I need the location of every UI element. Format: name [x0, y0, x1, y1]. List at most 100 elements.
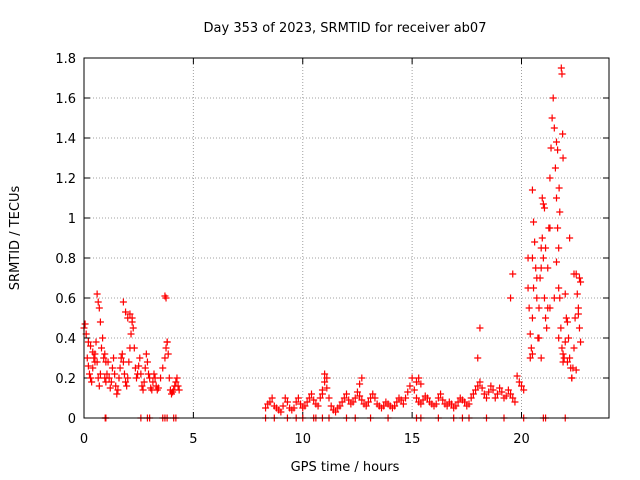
data-point [89, 364, 97, 372]
data-point [165, 374, 173, 382]
chart-title: Day 353 of 2023, SRMTID for receiver ab0… [204, 21, 487, 36]
data-point [571, 314, 579, 322]
data-point [262, 404, 270, 412]
data-point [546, 174, 554, 182]
data-point [164, 350, 172, 358]
data-point [515, 378, 523, 386]
data-point [540, 294, 548, 302]
data-point [105, 374, 113, 382]
data-point [91, 358, 99, 366]
data-point [539, 254, 547, 262]
data-point [362, 402, 370, 410]
data-point [172, 378, 180, 386]
data-point [393, 398, 401, 406]
data-point [294, 394, 302, 402]
x-tick-label: 15 [404, 432, 421, 447]
data-point [558, 70, 566, 78]
data-point [325, 394, 333, 402]
data-point [485, 388, 493, 396]
data-point [87, 342, 95, 350]
data-point [538, 234, 546, 242]
data-point [154, 384, 162, 392]
data-point [575, 274, 583, 282]
data-point [303, 398, 311, 406]
data-point [443, 402, 451, 410]
data-point [555, 334, 563, 342]
data-point [419, 396, 427, 404]
y-tick-label: 1.6 [55, 92, 76, 107]
data-point [526, 330, 534, 338]
data-point [127, 330, 135, 338]
data-point [538, 194, 546, 202]
plot-area-border [83, 57, 610, 419]
data-point [108, 364, 116, 372]
data-point [103, 370, 111, 378]
data-point [559, 130, 567, 138]
data-point [439, 396, 447, 404]
data-point [474, 354, 482, 362]
data-point [99, 334, 107, 342]
data-point [113, 390, 121, 398]
data-point [90, 354, 98, 362]
data-point [408, 374, 416, 382]
data-point [537, 264, 545, 272]
data-point [327, 402, 335, 410]
data-point [369, 390, 377, 398]
data-point [511, 398, 519, 406]
data-point [95, 382, 103, 390]
y-axis-ticks: 0 0.2 0.4 0.6 0.8 1 1.2 1.4 1.6 1.8 [55, 52, 609, 427]
data-point [557, 324, 565, 332]
data-point [570, 344, 578, 352]
data-point [314, 402, 322, 410]
data-point [112, 382, 120, 390]
data-point [437, 390, 445, 398]
data-point [540, 204, 548, 212]
data-point [159, 364, 167, 372]
data-point [173, 374, 181, 382]
data-point [565, 334, 573, 342]
data-point [417, 380, 425, 388]
data-point [356, 380, 364, 388]
y-tick-label: 0.8 [55, 252, 76, 267]
data-point [96, 370, 104, 378]
data-point [557, 64, 565, 72]
x-tick-label: 0 [80, 432, 88, 447]
data-point [128, 318, 136, 326]
data-point [402, 394, 410, 402]
data-point [96, 318, 104, 326]
data-point [406, 382, 414, 390]
data-point [89, 348, 97, 356]
data-point [353, 388, 361, 396]
data-point [533, 274, 541, 282]
data-point [528, 350, 536, 358]
data-point [513, 372, 521, 380]
data-point [83, 354, 91, 362]
data-point [561, 290, 569, 298]
data-point [525, 304, 533, 312]
data-point [476, 324, 484, 332]
data-point [106, 384, 114, 392]
data-point [432, 400, 440, 408]
data-point [487, 382, 495, 390]
data-point [496, 384, 504, 392]
data-point [143, 358, 151, 366]
data-point [120, 370, 128, 378]
data-point [123, 382, 131, 390]
data-point [563, 358, 571, 366]
data-point [336, 402, 344, 410]
data-point [117, 354, 125, 362]
data-point [321, 370, 329, 378]
y-tick-label: 0.6 [55, 292, 76, 307]
data-point [343, 390, 350, 398]
data-point [528, 314, 536, 322]
data-point [570, 270, 578, 278]
data-point [556, 208, 564, 216]
data-point [114, 386, 122, 394]
data-point [397, 396, 405, 404]
data-point [478, 384, 486, 392]
data-point [558, 344, 566, 352]
data-point [338, 398, 346, 406]
data-point [493, 390, 501, 398]
data-point [531, 238, 539, 246]
data-point [98, 344, 105, 352]
